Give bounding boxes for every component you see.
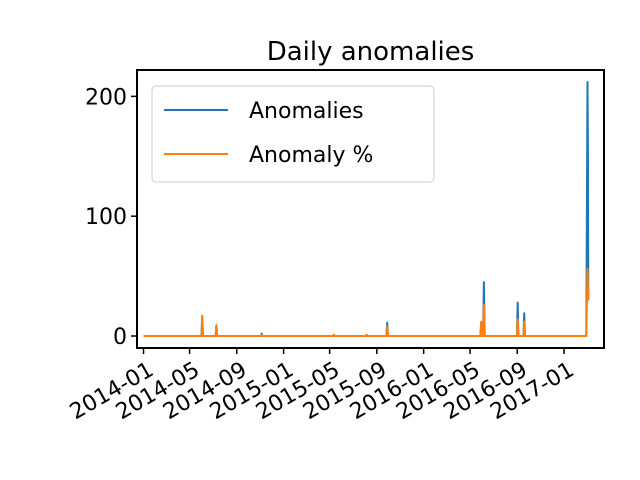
- y-tick-label: 200: [85, 85, 127, 110]
- plot-frame: [136, 69, 605, 349]
- legend: Anomalies Anomaly %: [151, 85, 435, 183]
- y-tick-label: 100: [85, 205, 127, 230]
- chart-title: Daily anomalies: [267, 37, 475, 67]
- plot-lines: [143, 81, 590, 337]
- y-tick-label: 0: [113, 325, 127, 350]
- legend-label: Anomaly %: [249, 143, 373, 168]
- series-line-2: [143, 267, 590, 337]
- legend-label: Anomalies: [249, 99, 364, 124]
- y-axis: 0 100 200: [85, 85, 137, 350]
- x-axis: 2014-012014-052014-092015-012015-052015-…: [66, 348, 579, 425]
